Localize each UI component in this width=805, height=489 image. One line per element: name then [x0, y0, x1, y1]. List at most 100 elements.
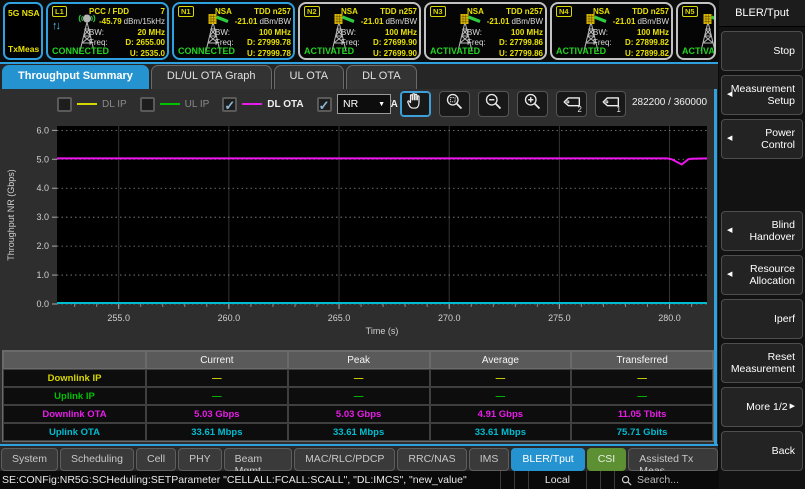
- marker-2-button[interactable]: 2: [556, 91, 587, 117]
- cell-panel-n2[interactable]: N2NSATDD n257-21.01dBm/BWBW:100 MHzFreq:…: [298, 2, 421, 60]
- table-value: 33.61 Mbps: [146, 423, 288, 441]
- zoom-out-button[interactable]: [478, 91, 509, 117]
- tab-dl-ota[interactable]: DL OTA: [346, 65, 417, 89]
- table-value: 75.71 Gbits: [571, 423, 713, 441]
- cell-panel-n4[interactable]: N4NSATDD n257-21.01dBm/BWBW:100 MHzFreq:…: [550, 2, 673, 60]
- bottom-separator-line: [0, 444, 718, 446]
- legend-item-dl-ota: ✓ DL OTA: [222, 97, 303, 112]
- softkey-sidebar: BLER/Tput Stop◀Measurement Setup◀Power C…: [719, 0, 805, 489]
- cell-status-strip: 5G NSA TxMeas L1↑↓PCC / FDD7-45.79dBm/15…: [0, 0, 718, 62]
- zoom-box-icon: [444, 91, 465, 117]
- cell-id-badge: N4: [556, 6, 572, 17]
- softkey-more-1-2[interactable]: More 1/2▶: [721, 387, 803, 427]
- legend-item-ul-ip: UL IP: [140, 97, 210, 112]
- legend-label: UL IP: [185, 99, 210, 110]
- search-icon: [621, 475, 632, 486]
- column-header: Current: [146, 351, 288, 369]
- softkey-blind-handover[interactable]: ◀Blind Handover: [721, 211, 803, 251]
- search-box[interactable]: Search...: [614, 471, 718, 489]
- cell-connection-status: CONNECTED: [178, 46, 235, 56]
- table-value: —: [146, 369, 288, 387]
- svg-text:0.0: 0.0: [36, 299, 49, 309]
- zoom-out-icon: [483, 91, 504, 117]
- softkey-back[interactable]: Back: [721, 431, 803, 471]
- system-mode-box[interactable]: 5G NSA TxMeas: [3, 2, 43, 60]
- category-tab-rrc-nas[interactable]: RRC/NAS: [397, 448, 466, 471]
- svg-text:270.0: 270.0: [438, 313, 461, 323]
- category-tab-assisted-tx-meas[interactable]: Assisted Tx Meas: [628, 448, 718, 471]
- zoom-box-button[interactable]: [439, 91, 470, 117]
- table-value: —: [571, 387, 713, 405]
- main-content: 5G NSA TxMeas L1↑↓PCC / FDD7-45.79dBm/15…: [0, 0, 718, 489]
- legend-line-swatch: [160, 103, 180, 105]
- statusbar-divider: [514, 471, 528, 489]
- svg-text:275.0: 275.0: [548, 313, 571, 323]
- softkey-measurement-setup[interactable]: ◀Measurement Setup: [721, 75, 803, 115]
- softkey-label: Iperf: [774, 313, 795, 325]
- top-separator-line: [0, 62, 718, 64]
- svg-text:1.0: 1.0: [36, 270, 49, 280]
- softkey-label: Measurement Setup: [731, 83, 795, 107]
- softkey-iperf[interactable]: Iperf: [721, 299, 803, 339]
- table-value: —: [430, 387, 572, 405]
- category-tab-bler-tput[interactable]: BLER/Tput: [511, 448, 584, 471]
- softkey-reset-measurement[interactable]: Reset Measurement: [721, 343, 803, 383]
- softkey-resource-allocation[interactable]: ◀Resource Allocation: [721, 255, 803, 295]
- category-tab-ims[interactable]: IMS: [469, 448, 510, 471]
- cell-panel-n1[interactable]: N1NSATDD n257-21.01dBm/BWBW:100 MHzFreq:…: [172, 2, 295, 60]
- technology-dropdown[interactable]: NR ▼: [337, 94, 391, 114]
- svg-text:6.0: 6.0: [36, 125, 49, 135]
- uplink-downlink-arrows-icon: ↑↓: [52, 20, 59, 32]
- tab-dl-ul-ota-graph[interactable]: DL/UL OTA Graph: [151, 65, 272, 89]
- zoom-in-button[interactable]: [517, 91, 548, 117]
- table-row-downlink-ip: Downlink IP————: [3, 369, 713, 387]
- cell-connection-status: ACTIVATED: [304, 46, 354, 56]
- tx-meas-label: TxMeas: [8, 44, 39, 54]
- svg-text:5.0: 5.0: [36, 154, 49, 164]
- cell-panel-n3[interactable]: N3NSATDD n257-21.01dBm/BWBW:100 MHzFreq:…: [424, 2, 547, 60]
- submenu-left-arrow-icon: ◀: [727, 225, 732, 237]
- table-value: 33.61 Mbps: [430, 423, 572, 441]
- category-tab-cell[interactable]: Cell: [136, 448, 176, 471]
- svg-text:3.0: 3.0: [36, 212, 49, 222]
- table-value: 4.91 Gbps: [430, 405, 572, 423]
- legend-label: DL OTA: [267, 99, 303, 110]
- softkey-stop[interactable]: Stop: [721, 31, 803, 71]
- search-placeholder: Search...: [637, 474, 679, 486]
- softkey-power-control[interactable]: ◀Power Control: [721, 119, 803, 159]
- category-tab-beam-mgmt[interactable]: Beam Mgmt: [224, 448, 292, 471]
- legend-line-swatch: [77, 103, 97, 105]
- local-mode-indicator[interactable]: Local: [528, 471, 586, 489]
- legend-checkbox[interactable]: ✓: [222, 97, 237, 112]
- table-row-uplink-ota: Uplink OTA33.61 Mbps33.61 Mbps33.61 Mbps…: [3, 423, 713, 441]
- cell-id-badge: N1: [178, 6, 194, 17]
- tab-ul-ota[interactable]: UL OTA: [274, 65, 345, 89]
- tab-throughput-summary[interactable]: Throughput Summary: [2, 65, 149, 89]
- legend-checkbox[interactable]: [140, 97, 155, 112]
- softkey-label: Resource Allocation: [734, 263, 795, 287]
- cell-panel-n5[interactable]: N5ACTIVATED: [676, 2, 716, 60]
- category-tab-csi[interactable]: CSI: [587, 448, 627, 471]
- table-value: —: [146, 387, 288, 405]
- category-tab-phy[interactable]: PHY: [178, 448, 222, 471]
- cell-id-badge: N2: [304, 6, 320, 17]
- category-tab-scheduling[interactable]: Scheduling: [60, 448, 134, 471]
- category-tab-system[interactable]: System: [1, 448, 58, 471]
- legend-checkbox[interactable]: [57, 97, 72, 112]
- svg-text:260.0: 260.0: [218, 313, 241, 323]
- legend-label: DL IP: [102, 99, 127, 110]
- marker-1-button[interactable]: 1: [595, 91, 626, 117]
- table-row-downlink-ota: Downlink OTA5.03 Gbps5.03 Gbps4.91 Gbps1…: [3, 405, 713, 423]
- submenu-left-arrow-icon: ◀: [727, 89, 732, 101]
- pan-tool-button[interactable]: [400, 91, 431, 117]
- legend-checkbox[interactable]: ✓: [317, 97, 332, 112]
- cell-connection-status: ACTIVATED: [430, 46, 480, 56]
- category-tab-mac-rlc-pdcp[interactable]: MAC/RLC/PDCP: [294, 448, 395, 471]
- column-header: Transferred: [571, 351, 713, 369]
- row-label: Uplink OTA: [3, 423, 146, 441]
- category-tabs: SystemSchedulingCellPHYBeam MgmtMAC/RLC/…: [0, 447, 718, 471]
- throughput-chart[interactable]: 0.01.02.03.04.05.06.0255.0260.0265.0270.…: [0, 118, 718, 348]
- column-header: [3, 351, 146, 369]
- cell-panel-l1[interactable]: L1↑↓PCC / FDD7-45.79dBm/15kHzBW:20 MHzFr…: [46, 2, 169, 60]
- legend-item-dl-ip: DL IP: [57, 97, 127, 112]
